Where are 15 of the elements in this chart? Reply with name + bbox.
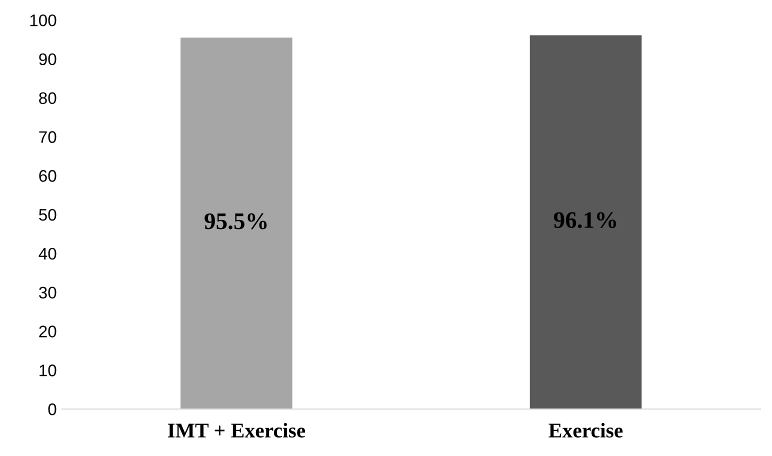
y-tick-label: 10 (40, 364, 56, 376)
y-tick-label: 30 (39, 286, 56, 299)
y-tick-label: 0 (48, 403, 56, 416)
y-tick-label: 70 (39, 131, 56, 143)
y-tick-label: 80 (39, 92, 56, 104)
y-tick-label: 40 (38, 248, 56, 260)
y-tick-label: 50 (39, 208, 56, 221)
x-tick-label: Exercise (548, 422, 623, 438)
x-tick-label: IMT + Exercise (168, 422, 306, 438)
y-tick-label: 100 (30, 14, 56, 26)
y-tick-label: 90 (39, 53, 56, 66)
y-tick-label: 60 (39, 170, 56, 182)
data-label: 95.5% (204, 213, 267, 230)
y-tick-label: 20 (39, 326, 56, 338)
data-label: 96.1% (554, 212, 616, 228)
